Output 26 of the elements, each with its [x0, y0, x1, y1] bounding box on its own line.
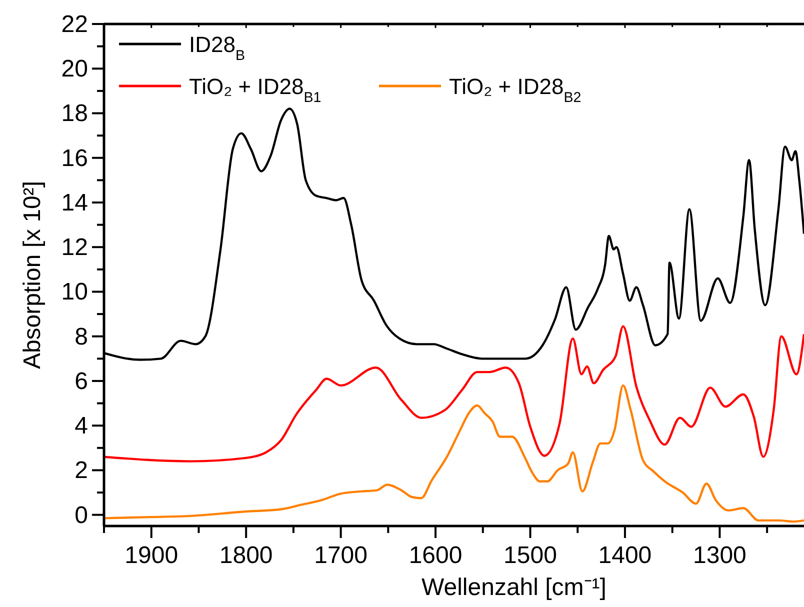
y-tick-label: 18	[61, 100, 88, 128]
y-tick-label: 20	[61, 56, 88, 83]
y-tick-label: 16	[61, 144, 88, 172]
legend-label: TiO₂ + ID28$_{B2}$	[449, 74, 582, 106]
x-tick-label: 1400	[598, 542, 652, 569]
x-axis-title: Wellenzahl [cm⁻¹]	[422, 574, 606, 601]
y-tick-label: 0	[74, 502, 88, 529]
y-tick-label: 8	[74, 323, 88, 350]
x-tick-label: 1900	[124, 542, 178, 569]
y-axis-title: Absorption [x 10²]	[19, 180, 46, 370]
x-tick-label: 1300	[693, 542, 746, 569]
line-series	[104, 384, 804, 523]
line-series	[104, 325, 804, 462]
legend-label: ID28$_{B}$	[189, 32, 246, 64]
y-tick-label: 14	[61, 189, 88, 216]
y-tick-label: 10	[61, 278, 88, 306]
x-tick-label: 1500	[504, 542, 557, 569]
y-tick-label: 4	[74, 412, 88, 440]
y-tick-label: 12	[61, 234, 88, 262]
y-tick-label: 2	[74, 457, 88, 484]
x-tick-label: 1800	[219, 542, 273, 569]
y-tick-label: 22	[61, 11, 88, 38]
y-tick-label: 6	[74, 368, 88, 395]
x-tick-label: 1600	[408, 542, 462, 569]
legend-label: TiO₂ + ID28$_{B1}$	[189, 74, 322, 106]
x-tick-label: 1700	[314, 542, 368, 569]
